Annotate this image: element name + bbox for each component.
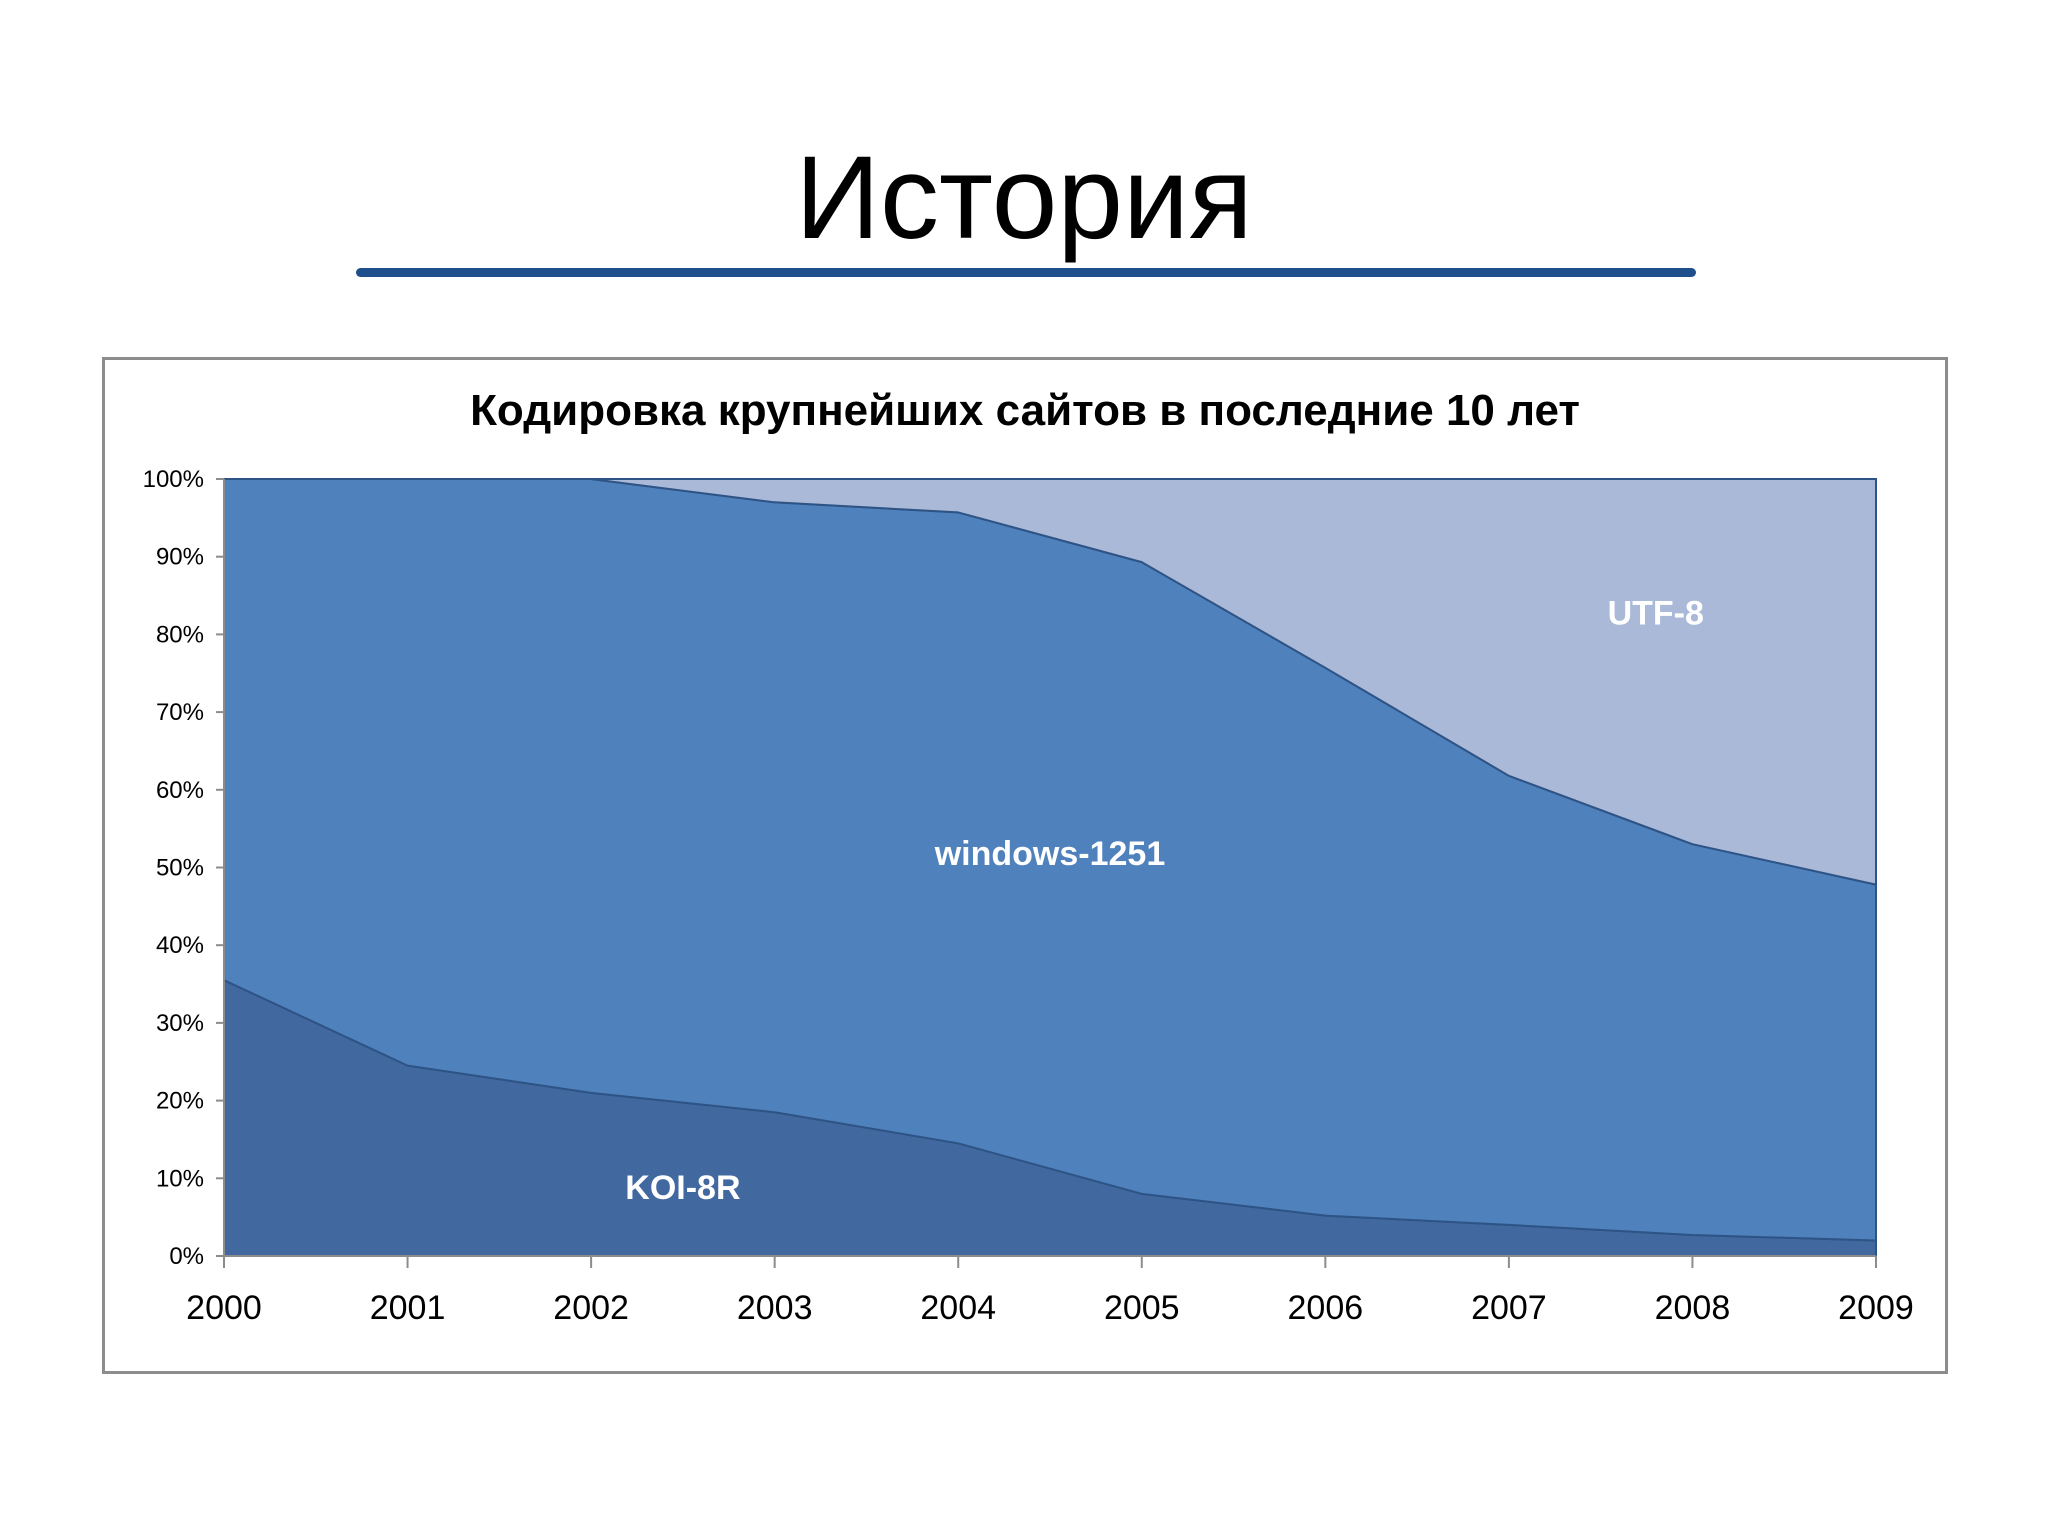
y-tick-label: 90% xyxy=(156,544,204,571)
title-underline xyxy=(356,268,1696,277)
x-tick-label: 2001 xyxy=(370,1289,446,1327)
x-tick-label: 2002 xyxy=(553,1289,629,1327)
series-label: UTF-8 xyxy=(1608,595,1704,633)
x-tick-label: 2008 xyxy=(1655,1289,1731,1327)
x-tick-label: 2009 xyxy=(1838,1289,1914,1327)
y-tick-label: 10% xyxy=(156,1165,204,1192)
y-tick-label: 50% xyxy=(156,855,204,882)
y-tick-label: 0% xyxy=(169,1243,204,1270)
y-tick-label: 100% xyxy=(143,466,204,493)
y-tick-label: 20% xyxy=(156,1088,204,1115)
y-tick-label: 70% xyxy=(156,699,204,726)
y-tick-label: 40% xyxy=(156,932,204,959)
series-label: KOI-8R xyxy=(625,1169,740,1207)
x-tick-label: 2000 xyxy=(186,1289,262,1327)
slide-title: История xyxy=(795,132,1253,264)
x-tick-label: 2007 xyxy=(1471,1289,1547,1327)
x-tick-label: 2003 xyxy=(737,1289,813,1327)
x-tick-label: 2006 xyxy=(1288,1289,1364,1327)
series-label: windows-1251 xyxy=(934,835,1166,873)
y-tick-label: 60% xyxy=(156,777,204,804)
chart-title: Кодировка крупнейших сайтов в последние … xyxy=(470,386,1580,435)
y-tick-label: 80% xyxy=(156,621,204,648)
x-axis: 2000 2001 2002 2003 2004 2005 2006 2007 2008 2009 xyxy=(186,1255,1914,1327)
series-labels: KOI-8R windows-1251 UTF-8 xyxy=(625,595,1704,1207)
x-tick-label: 2004 xyxy=(920,1289,996,1327)
y-axis: 0% 10% 20% 30% 40% 50% 60% 70% 80% 90% 100% xyxy=(143,466,225,1270)
y-tick-label: 30% xyxy=(156,1010,204,1037)
x-tick-label: 2005 xyxy=(1104,1289,1180,1327)
